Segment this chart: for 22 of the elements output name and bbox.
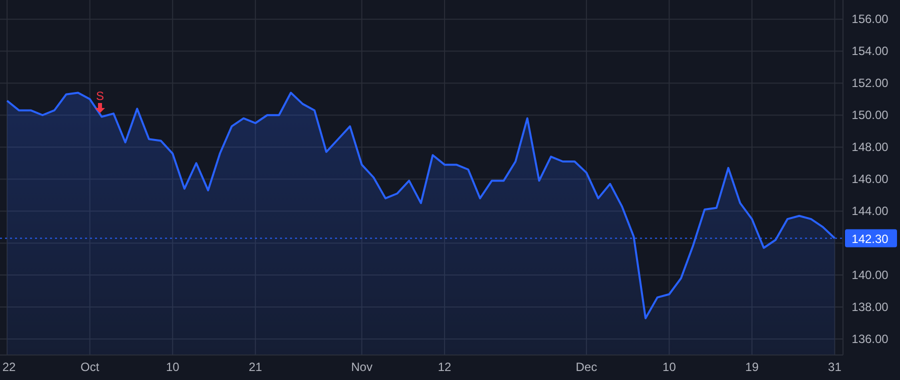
- x-tick-label: 19: [745, 360, 759, 374]
- y-tick-label: 150.00: [852, 108, 889, 122]
- y-tick-label: 144.00: [852, 204, 889, 218]
- y-tick-label: 154.00: [852, 44, 889, 58]
- x-tick-label: 10: [662, 360, 676, 374]
- x-tick-label: Dec: [576, 360, 598, 374]
- x-tick-label: 10: [166, 360, 180, 374]
- y-tick-label: 136.00: [852, 332, 889, 346]
- x-tick-label: Nov: [351, 360, 372, 374]
- ref-line-label: 142.30: [852, 232, 889, 246]
- x-tick-label: 21: [248, 360, 262, 374]
- y-tick-label: 140.00: [852, 268, 889, 282]
- x-tick-label: Oct: [80, 360, 100, 374]
- annotation: S: [96, 89, 104, 103]
- x-tick-label: 22: [2, 360, 16, 374]
- y-tick-label: 152.00: [852, 76, 889, 90]
- y-tick-label: 156.00: [852, 12, 889, 26]
- y-tick-label: 148.00: [852, 140, 889, 154]
- y-tick-label: 146.00: [852, 172, 889, 186]
- x-tick-label: 12: [438, 360, 452, 374]
- y-tick-label: 138.00: [852, 300, 889, 314]
- x-tick-label: 31: [828, 360, 842, 374]
